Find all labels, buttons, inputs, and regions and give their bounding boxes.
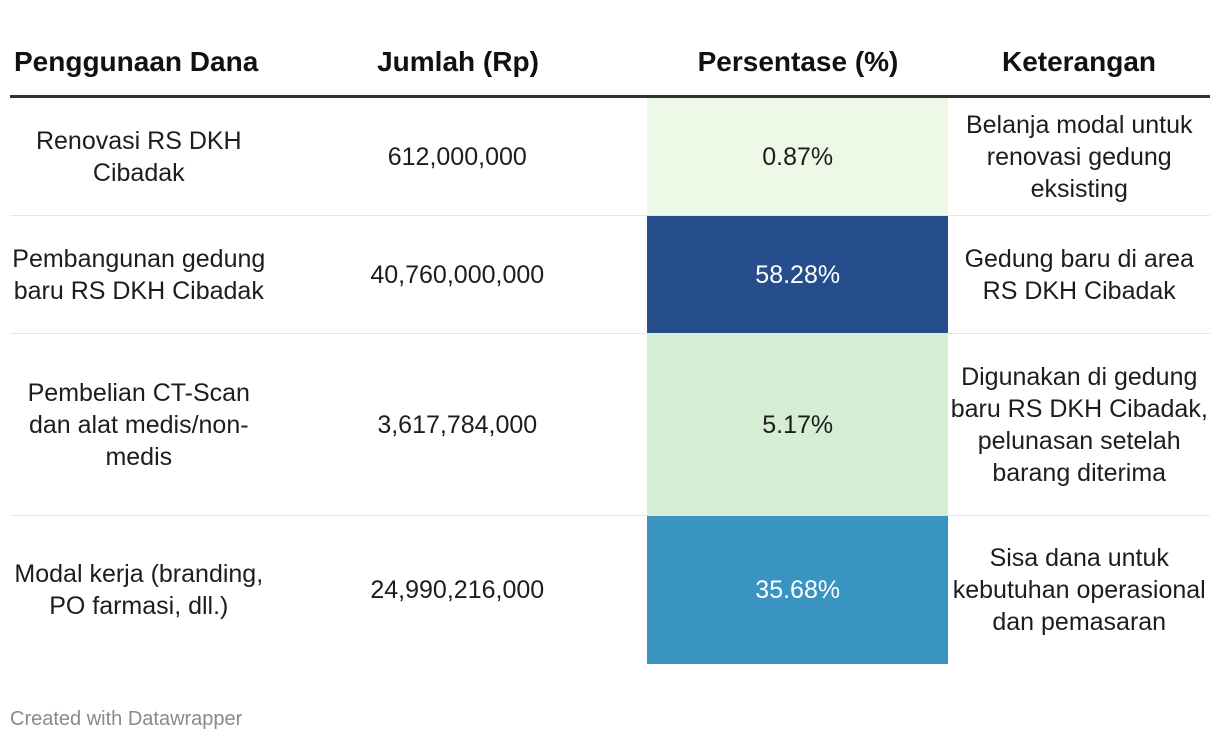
cell-amount: 612,000,000 — [387, 142, 527, 171]
cell-note: Gedung baru di area RS DKH Cibadak — [964, 244, 1194, 305]
cell-use: Pembelian CT-Scan dan alat medis/non-med… — [27, 378, 250, 471]
cell-use: Pembangunan gedung baru RS DKH Cibadak — [12, 244, 266, 305]
cell-percent: 5.17% — [646, 334, 949, 515]
header-percent: Persentase (%) — [697, 45, 899, 77]
table-row: Pembelian CT-Scan dan alat medis/non-med… — [10, 334, 1210, 516]
cell-note: Digunakan di gedung baru RS DKH Cibadak,… — [950, 362, 1208, 487]
cell-use: Modal kerja (branding, PO farmasi, dll.) — [14, 560, 264, 620]
data-table: Penggunaan Dana Jumlah (Rp) Persentase (… — [10, 28, 1210, 664]
table-header: Penggunaan Dana Jumlah (Rp) Persentase (… — [10, 28, 1210, 98]
cell-note: Belanja modal untuk renovasi gedung eksi… — [965, 110, 1193, 203]
header-note: Keterangan — [1001, 45, 1157, 77]
cell-percent: 0.87% — [646, 98, 949, 215]
cell-amount: 3,617,784,000 — [377, 410, 538, 439]
cell-amount: 40,760,000,000 — [370, 260, 545, 289]
credit-footer: Created with Datawrapper — [10, 708, 243, 730]
cell-percent: 35.68% — [646, 516, 949, 664]
header-amount: Jumlah (Rp) — [377, 45, 539, 77]
cell-amount: 24,990,216,000 — [370, 576, 545, 604]
cell-percent: 58.28% — [646, 216, 949, 333]
header-use: Penggunaan Dana — [14, 45, 259, 77]
cell-use: Renovasi RS DKH Cibadak — [35, 126, 242, 187]
cell-note: Sisa dana untuk kebutuhan operasional da… — [952, 544, 1206, 636]
table-row: Modal kerja (branding, PO farmasi, dll.)… — [10, 516, 1210, 664]
table-row: Renovasi RS DKH Cibadak 612,000,000 0.87… — [10, 98, 1210, 216]
table-row: Pembangunan gedung baru RS DKH Cibadak 4… — [10, 216, 1210, 334]
